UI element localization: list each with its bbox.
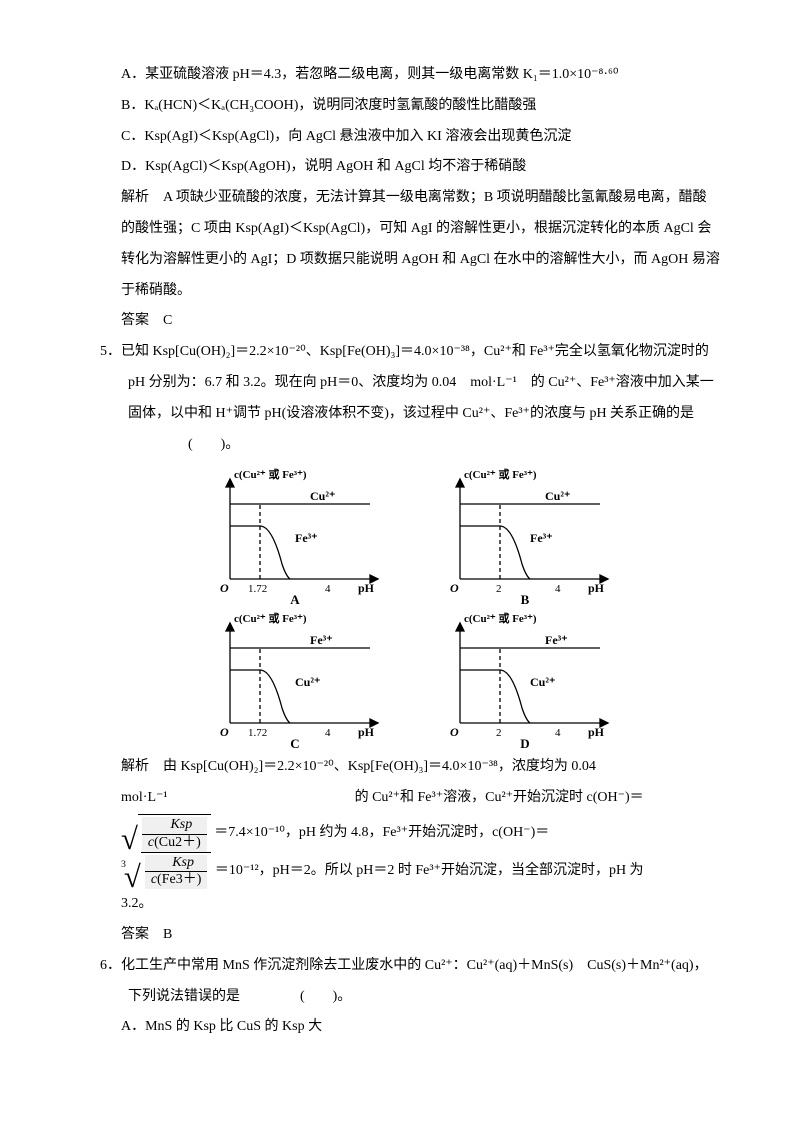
q5-chart-b: O 2 4 pH c(Cu²⁺ 或 Fe³⁺) Cu²⁺ Fe³⁺ B: [430, 464, 620, 604]
sqrt-icon: √: [124, 865, 141, 890]
q5-paren: ( )。: [188, 437, 239, 452]
q5-expl-formula1: √ Ksp c(Cu2＋) ＝7.4×10⁻¹⁰，pH 约为 4.8，Fe³⁺开…: [100, 814, 720, 852]
svg-text:A: A: [290, 592, 300, 604]
svg-text:O: O: [450, 581, 459, 595]
svg-text:c(Cu²⁺ 或 Fe³⁺): c(Cu²⁺ 或 Fe³⁺): [234, 611, 307, 625]
svg-text:Cu²⁺: Cu²⁺: [310, 489, 335, 503]
svg-text:Fe³⁺: Fe³⁺: [530, 531, 553, 545]
q5-expl-mid1: 的 Cu²⁺和 Fe³⁺溶液，Cu²⁺开始沉淀时 c(OH⁻)＝: [355, 790, 644, 805]
ksp-label-2: Ksp: [145, 855, 208, 873]
svg-text:Fe³⁺: Fe³⁺: [310, 633, 333, 647]
q4-answer: 答案 C: [100, 306, 720, 337]
q5-chart-a: O 1.72 4 pH c(Cu²⁺ 或 Fe³⁺) Cu²⁺ Fe³⁺ A: [200, 464, 390, 604]
svg-text:4: 4: [555, 583, 561, 595]
svg-text:pH: pH: [358, 725, 375, 739]
ksp-label-1: Ksp: [142, 817, 207, 835]
svg-text:4: 4: [325, 727, 331, 739]
svg-text:pH: pH: [588, 725, 605, 739]
svg-text:O: O: [450, 725, 459, 739]
svg-text:C: C: [290, 736, 299, 748]
q5-eq2-tail: 3.2。: [100, 889, 720, 920]
q6-number: 6．: [100, 958, 121, 973]
q5-figure-row1: O 1.72 4 pH c(Cu²⁺ 或 Fe³⁺) Cu²⁺ Fe³⁺ A O…: [100, 464, 720, 604]
svg-text:O: O: [220, 581, 229, 595]
q5-figure-row2: O 1.72 4 pH c(Cu²⁺ 或 Fe³⁺) Fe³⁺ Cu²⁺ C O…: [100, 608, 720, 748]
q5-chart-d: O 2 4 pH c(Cu²⁺ 或 Fe³⁺) Fe³⁺ Cu²⁺ D: [430, 608, 620, 748]
svg-text:c(Cu²⁺ 或 Fe³⁺): c(Cu²⁺ 或 Fe³⁺): [464, 467, 537, 481]
q4-option-d: D．Ksp(AgCl)＜Ksp(AgOH)，说明 AgOH 和 AgCl 均不溶…: [100, 152, 720, 183]
q5-stem: 5．已知 Ksp[Cu(OH)₂]＝2.2×10⁻²⁰、Ksp[Fe(OH)₃]…: [100, 337, 720, 460]
svg-text:Cu²⁺: Cu²⁺: [295, 675, 320, 689]
q4-explanation: 解析 A 项缺少亚硫酸的浓度，无法计算其一级电离常数；B 项说明醋酸比氢氰酸易电…: [100, 183, 720, 306]
svg-text:Cu²⁺: Cu²⁺: [545, 489, 570, 503]
svg-text:Fe³⁺: Fe³⁺: [295, 531, 318, 545]
q4-option-a: A．某亚硫酸溶液 pH＝4.3，若忽略二级电离，则其一级电离常数 K₁＝1.0×…: [100, 60, 720, 91]
den-cu: c(Cu2＋): [142, 835, 207, 852]
svg-text:D: D: [520, 736, 529, 748]
q5-answer: 答案 B: [100, 920, 720, 951]
q5-expl-line2: mol·L⁻¹ 的 Cu²⁺和 Fe³⁺溶液，Cu²⁺开始沉淀时 c(OH⁻)＝: [100, 783, 720, 814]
q6-paren: ( )。: [300, 989, 351, 1004]
q5-chart-c: O 1.72 4 pH c(Cu²⁺ 或 Fe³⁺) Fe³⁺ Cu²⁺ C: [200, 608, 390, 748]
svg-text:O: O: [220, 725, 229, 739]
q5-eq1-val: ＝7.4×10⁻¹⁰，pH 约为 4.8，Fe³⁺开始沉淀时，c(OH⁻)＝: [214, 825, 549, 840]
svg-text:2: 2: [496, 583, 502, 595]
q5-expl-unit: mol·L⁻¹: [121, 790, 168, 805]
svg-text:Cu²⁺: Cu²⁺: [530, 675, 555, 689]
svg-text:1.72: 1.72: [248, 583, 267, 595]
svg-text:c(Cu²⁺ 或 Fe³⁺): c(Cu²⁺ 或 Fe³⁺): [464, 611, 537, 625]
q6-stem-text: 化工生产中常用 MnS 作沉淀剂除去工业废水中的 Cu²⁺：Cu²⁺(aq)＋M…: [121, 958, 708, 1004]
svg-text:1.72: 1.72: [248, 727, 267, 739]
q5-eq2-val: ＝10⁻¹²，pH＝2。所以 pH＝2 时 Fe³⁺开始沉淀，当全部沉淀时，pH…: [215, 863, 644, 878]
q6-option-a: A．MnS 的 Ksp 比 CuS 的 Ksp 大: [100, 1012, 720, 1043]
svg-text:pH: pH: [358, 581, 375, 595]
q4-option-c: C．Ksp(AgI)＜Ksp(AgCl)，向 AgCl 悬浊液中加入 KI 溶液…: [100, 122, 720, 153]
den-fe: c(Fe3＋): [145, 872, 208, 889]
svg-text:c(Cu²⁺ 或 Fe³⁺): c(Cu²⁺ 或 Fe³⁺): [234, 467, 307, 481]
svg-text:B: B: [521, 592, 530, 604]
svg-text:pH: pH: [588, 581, 605, 595]
svg-text:4: 4: [325, 583, 331, 595]
svg-text:Fe³⁺: Fe³⁺: [545, 633, 568, 647]
sqrt-icon: √: [121, 827, 138, 852]
q4-option-b: B．Kₐ(HCN)＜Kₐ(CH₃COOH)，说明同浓度时氢氰酸的酸性比醋酸强: [100, 91, 720, 122]
svg-text:4: 4: [555, 727, 561, 739]
q5-expl-formula2: 3 √ Ksp c(Fe3＋) ＝10⁻¹²，pH＝2。所以 pH＝2 时 Fe…: [100, 852, 720, 890]
svg-text:2: 2: [496, 727, 502, 739]
q6-stem: 6．化工生产中常用 MnS 作沉淀剂除去工业废水中的 Cu²⁺：Cu²⁺(aq)…: [100, 951, 720, 1013]
q5-stem-text: 已知 Ksp[Cu(OH)₂]＝2.2×10⁻²⁰、Ksp[Fe(OH)₃]＝4…: [121, 344, 714, 421]
q5-number: 5．: [100, 344, 121, 359]
q5-expl-line1: 解析 由 Ksp[Cu(OH)₂]＝2.2×10⁻²⁰、Ksp[Fe(OH)₃]…: [100, 752, 720, 783]
